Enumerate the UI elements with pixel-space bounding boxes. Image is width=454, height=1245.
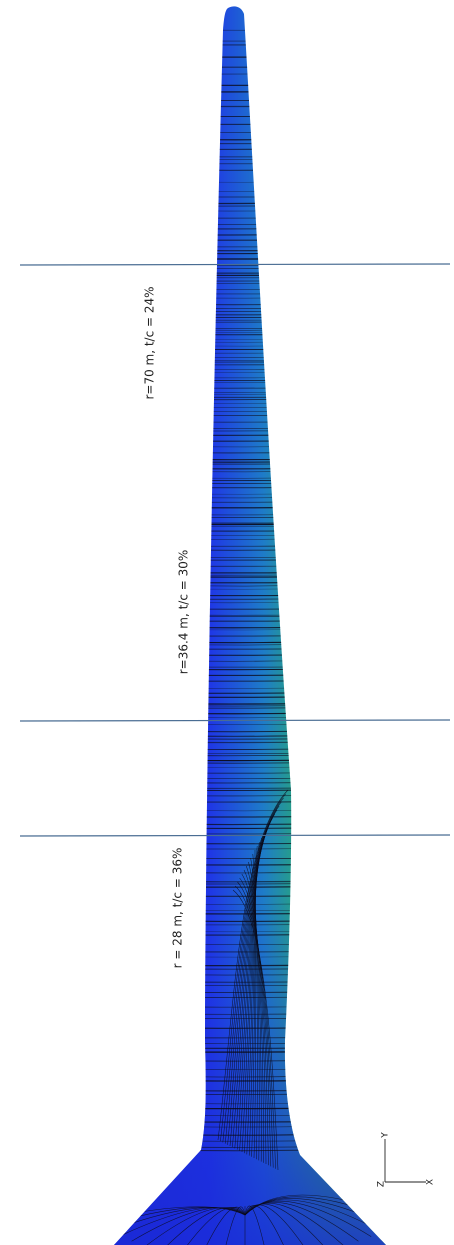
streamline [232, 889, 279, 1171]
streamline [220, 793, 287, 1142]
streamline [244, 1204, 308, 1245]
surface-streamlines-root-separation [217, 789, 289, 1171]
streamline [244, 1205, 288, 1245]
streamline [244, 1205, 267, 1245]
streamline [149, 506, 341, 509]
section-label-r36: r=36.4 m, t/c = 30% [177, 550, 191, 675]
streamline [236, 821, 271, 1150]
streamline [251, 845, 258, 1157]
streamline [246, 837, 262, 1155]
streamline [163, 1207, 246, 1245]
section-line-r36 [19, 719, 451, 722]
streamline [245, 865, 264, 1163]
streamline [244, 1203, 327, 1245]
streamline [149, 434, 341, 436]
streamline [252, 853, 258, 1160]
streamline [244, 833, 265, 1154]
streamline [235, 885, 276, 1169]
streamline [243, 869, 267, 1165]
streamline [149, 523, 341, 526]
section-line-r28 [19, 834, 451, 837]
streamline [248, 861, 262, 1162]
streamline [244, 1200, 372, 1237]
axis-x-label: X [426, 1179, 436, 1185]
section-line-r70 [19, 263, 451, 266]
streamline [149, 29, 341, 31]
streamline [182, 1207, 246, 1245]
blade-surface [114, 6, 386, 1245]
streamline [244, 1202, 344, 1245]
axis-z-label: Z [377, 1181, 387, 1187]
streamline [146, 1207, 246, 1245]
streamline [250, 857, 260, 1161]
blade [114, 6, 386, 1245]
streamline [239, 825, 269, 1151]
streamline [149, 257, 341, 260]
streamline [237, 881, 274, 1168]
section-label-r70: r=70 m, t/c = 24% [143, 286, 157, 399]
streamline [239, 877, 272, 1167]
streamline [202, 1206, 246, 1245]
streamline [253, 849, 257, 1159]
axis-y-label: Y [381, 1132, 391, 1139]
axis-triad: Y X Z [377, 1132, 436, 1187]
streamline [241, 873, 269, 1166]
streamline [222, 797, 284, 1143]
streamline [241, 829, 267, 1153]
streamline [248, 841, 260, 1156]
section-label-r28: r = 28 m, t/c = 36% [171, 848, 185, 969]
streamline [217, 789, 289, 1141]
